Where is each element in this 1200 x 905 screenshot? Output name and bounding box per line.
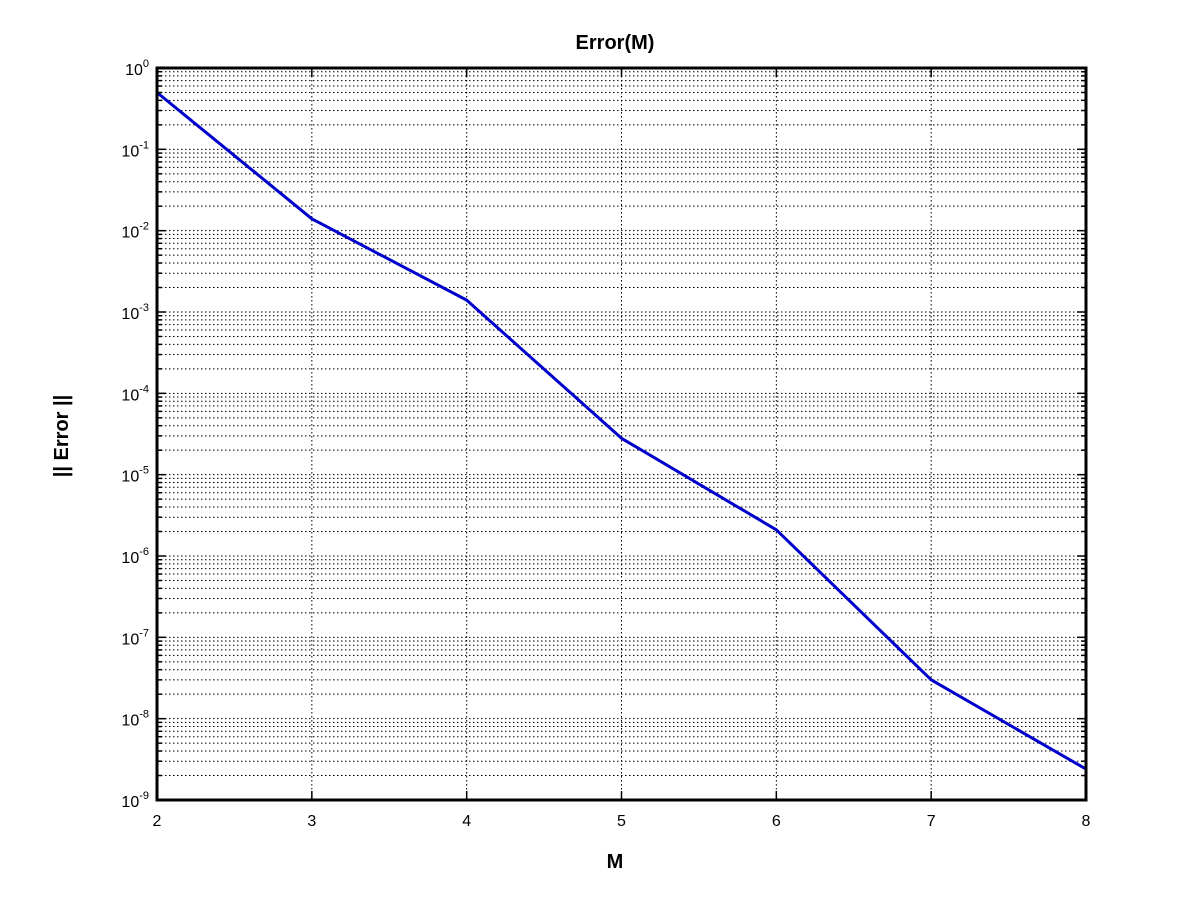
y-axis-label: || Error || [51, 395, 73, 477]
y-tick-label: 10-5 [121, 465, 149, 486]
x-tick-label: 5 [617, 813, 626, 830]
chart-title: Error(M) [576, 32, 655, 54]
x-axis-label: M [607, 851, 624, 873]
y-tick-label: 10-4 [121, 383, 149, 404]
y-tick-label: 10-8 [121, 709, 149, 730]
series-layer [155, 90, 1088, 771]
y-tick-label: 10-2 [121, 221, 149, 242]
x-tick-label: 4 [462, 813, 471, 830]
y-tick-label: 10-9 [121, 790, 149, 811]
y-tick-label: 10-3 [121, 302, 149, 323]
y-tick-label: 10-1 [121, 139, 149, 160]
tick-marks [156, 67, 1087, 801]
x-tick-label: 6 [772, 813, 781, 830]
y-tick-labels: 100 10-1 10-2 10-3 10-4 10-5 10-6 10-7 10-8 10-9 [121, 58, 149, 811]
x-tick-label: 7 [927, 813, 936, 830]
x-tick-label: 2 [153, 813, 162, 830]
y-tick-label: 100 [125, 58, 149, 79]
x-tick-label: 8 [1082, 813, 1091, 830]
error-series-line [155, 90, 1088, 771]
grid [157, 68, 1086, 800]
y-tick-label: 10-7 [121, 627, 149, 648]
y-tick-label: 10-6 [121, 546, 149, 567]
x-tick-label: 3 [307, 813, 316, 830]
x-tick-labels: 2 3 4 5 6 7 8 [153, 813, 1091, 830]
